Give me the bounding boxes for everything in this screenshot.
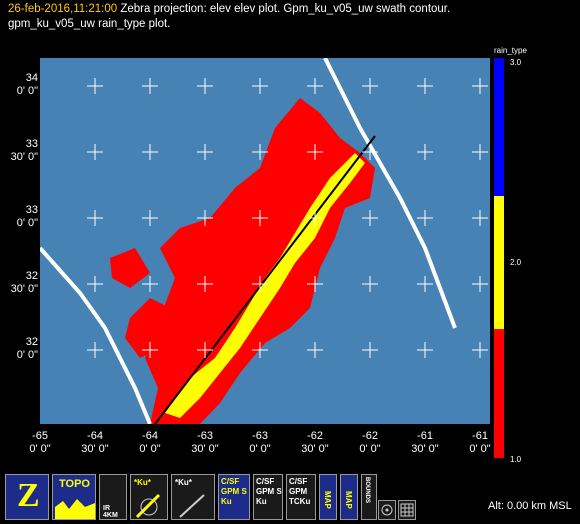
ir-4km-button[interactable]: IR 4KM [99, 474, 127, 520]
colorbar [494, 58, 504, 458]
grid-cross [197, 144, 213, 160]
timestamp: 26-feb-2016,11:21:00 [8, 3, 118, 15]
grid-cross [362, 276, 378, 292]
grid-cross [362, 210, 378, 226]
grid-cross [307, 144, 323, 160]
colorbar-yellow [494, 196, 504, 329]
grid-cross [252, 78, 268, 94]
title-line-2: gpm_ku_v05_uw rain_type plot. [8, 18, 171, 30]
grid-cross [362, 78, 378, 94]
ku-gpm-button[interactable]: *Ku* [130, 474, 168, 520]
grid-cross [417, 342, 433, 358]
grid-cross [472, 78, 488, 94]
cross-section-line[interactable] [154, 135, 376, 424]
grid-cross [472, 342, 488, 358]
grid-cross [417, 276, 433, 292]
altitude-readout: Alt: 0.00 km MSL [488, 500, 572, 512]
grid-cross [142, 276, 158, 292]
x-axis-label: -62 30' 0" [301, 430, 329, 455]
topo-button[interactable]: TOPO [52, 474, 96, 520]
grid-cross [142, 210, 158, 226]
grid-cross [142, 78, 158, 94]
csf-gpm-ku-alt-button[interactable]: C/SF GPM S Ku [253, 474, 283, 520]
map-plot[interactable] [40, 58, 490, 424]
grid-crosses [87, 78, 488, 358]
grid-cross [252, 210, 268, 226]
grid-cross [362, 144, 378, 160]
swath-edges [40, 58, 457, 424]
grid-cross [472, 144, 488, 160]
grid-cross [87, 144, 103, 160]
x-axis-label: -61 30' 0" [411, 430, 439, 455]
y-axis-label: 32 30' 0" [10, 270, 38, 295]
grid-cross [362, 342, 378, 358]
csf-gpm-tcku-button[interactable]: C/SF GPM TCKu [286, 474, 316, 520]
ku-gpm-v5-button[interactable]: *Ku* [171, 474, 215, 520]
grid-cross [417, 210, 433, 226]
terrain-icon [55, 499, 95, 519]
x-axis-label: -61 0' 0" [469, 430, 491, 455]
grid-cross [252, 342, 268, 358]
x-axis-label: -64 0' 0" [139, 430, 161, 455]
x-axis-label: -63 30' 0" [191, 430, 219, 455]
grid-cross [197, 342, 213, 358]
grid-cross [197, 276, 213, 292]
grid-button[interactable] [398, 500, 416, 520]
gpm-v5-icon [179, 494, 205, 518]
x-axis-label: -64 30' 0" [81, 430, 109, 455]
grid-cross [472, 276, 488, 292]
grid-cross [142, 342, 158, 358]
y-axis-label: 33 30' 0" [10, 138, 38, 163]
y-axis-label: 33 0' 0" [16, 204, 38, 229]
bounds-button[interactable]: BOUNDS [361, 474, 377, 520]
grid-icon [400, 503, 414, 517]
x-axis-label: -63 0' 0" [249, 430, 271, 455]
map-button[interactable]: MAP [319, 474, 337, 520]
grid-cross [87, 342, 103, 358]
y-axis-label: 34 0' 0" [16, 72, 38, 97]
grid-cross [252, 276, 268, 292]
grid-cross [417, 78, 433, 94]
colorbar-title: rain_type [494, 46, 527, 55]
title-line-1: 26-feb-2016,11:21:00 Zebra projection: e… [8, 3, 450, 15]
map-alt-button[interactable]: MAP [340, 474, 358, 520]
target-icon [381, 504, 393, 516]
colorbar-label-max: 3.0 [510, 58, 522, 67]
grid-cross [252, 144, 268, 160]
rain-region [145, 98, 375, 424]
x-axis-label: -65 0' 0" [29, 430, 51, 455]
grid-cross [307, 78, 323, 94]
x-axis-label: -62 0' 0" [359, 430, 381, 455]
colorbar-blue [494, 58, 504, 196]
gpm-swath-icon [135, 493, 161, 519]
colorbar-red [494, 329, 504, 458]
swath-left-edge [40, 246, 152, 424]
title-text: Zebra projection: elev elev plot. Gpm_ku… [120, 3, 451, 15]
grid-cross [142, 144, 158, 160]
csf-gpm-ku-button[interactable]: C/SF GPM S Ku [218, 474, 250, 520]
grid-cross [87, 276, 103, 292]
grid-cross [87, 210, 103, 226]
grid-cross [197, 78, 213, 94]
colorbar-label-mid: 2.0 [510, 258, 522, 267]
rain-region [125, 298, 170, 358]
colorbar-label-min: 1.0 [510, 455, 522, 464]
grid-cross [307, 276, 323, 292]
grid-cross [87, 78, 103, 94]
grid-cross [307, 342, 323, 358]
grid-cross [472, 210, 488, 226]
grid-cross [197, 210, 213, 226]
location-button[interactable] [378, 500, 396, 520]
swath-right-edge [323, 58, 457, 329]
rain-region [110, 248, 150, 288]
zebra-logo-button[interactable]: Z [5, 474, 49, 520]
grid-cross [307, 210, 323, 226]
grid-cross [417, 144, 433, 160]
y-axis-label: 32 0' 0" [16, 336, 38, 361]
